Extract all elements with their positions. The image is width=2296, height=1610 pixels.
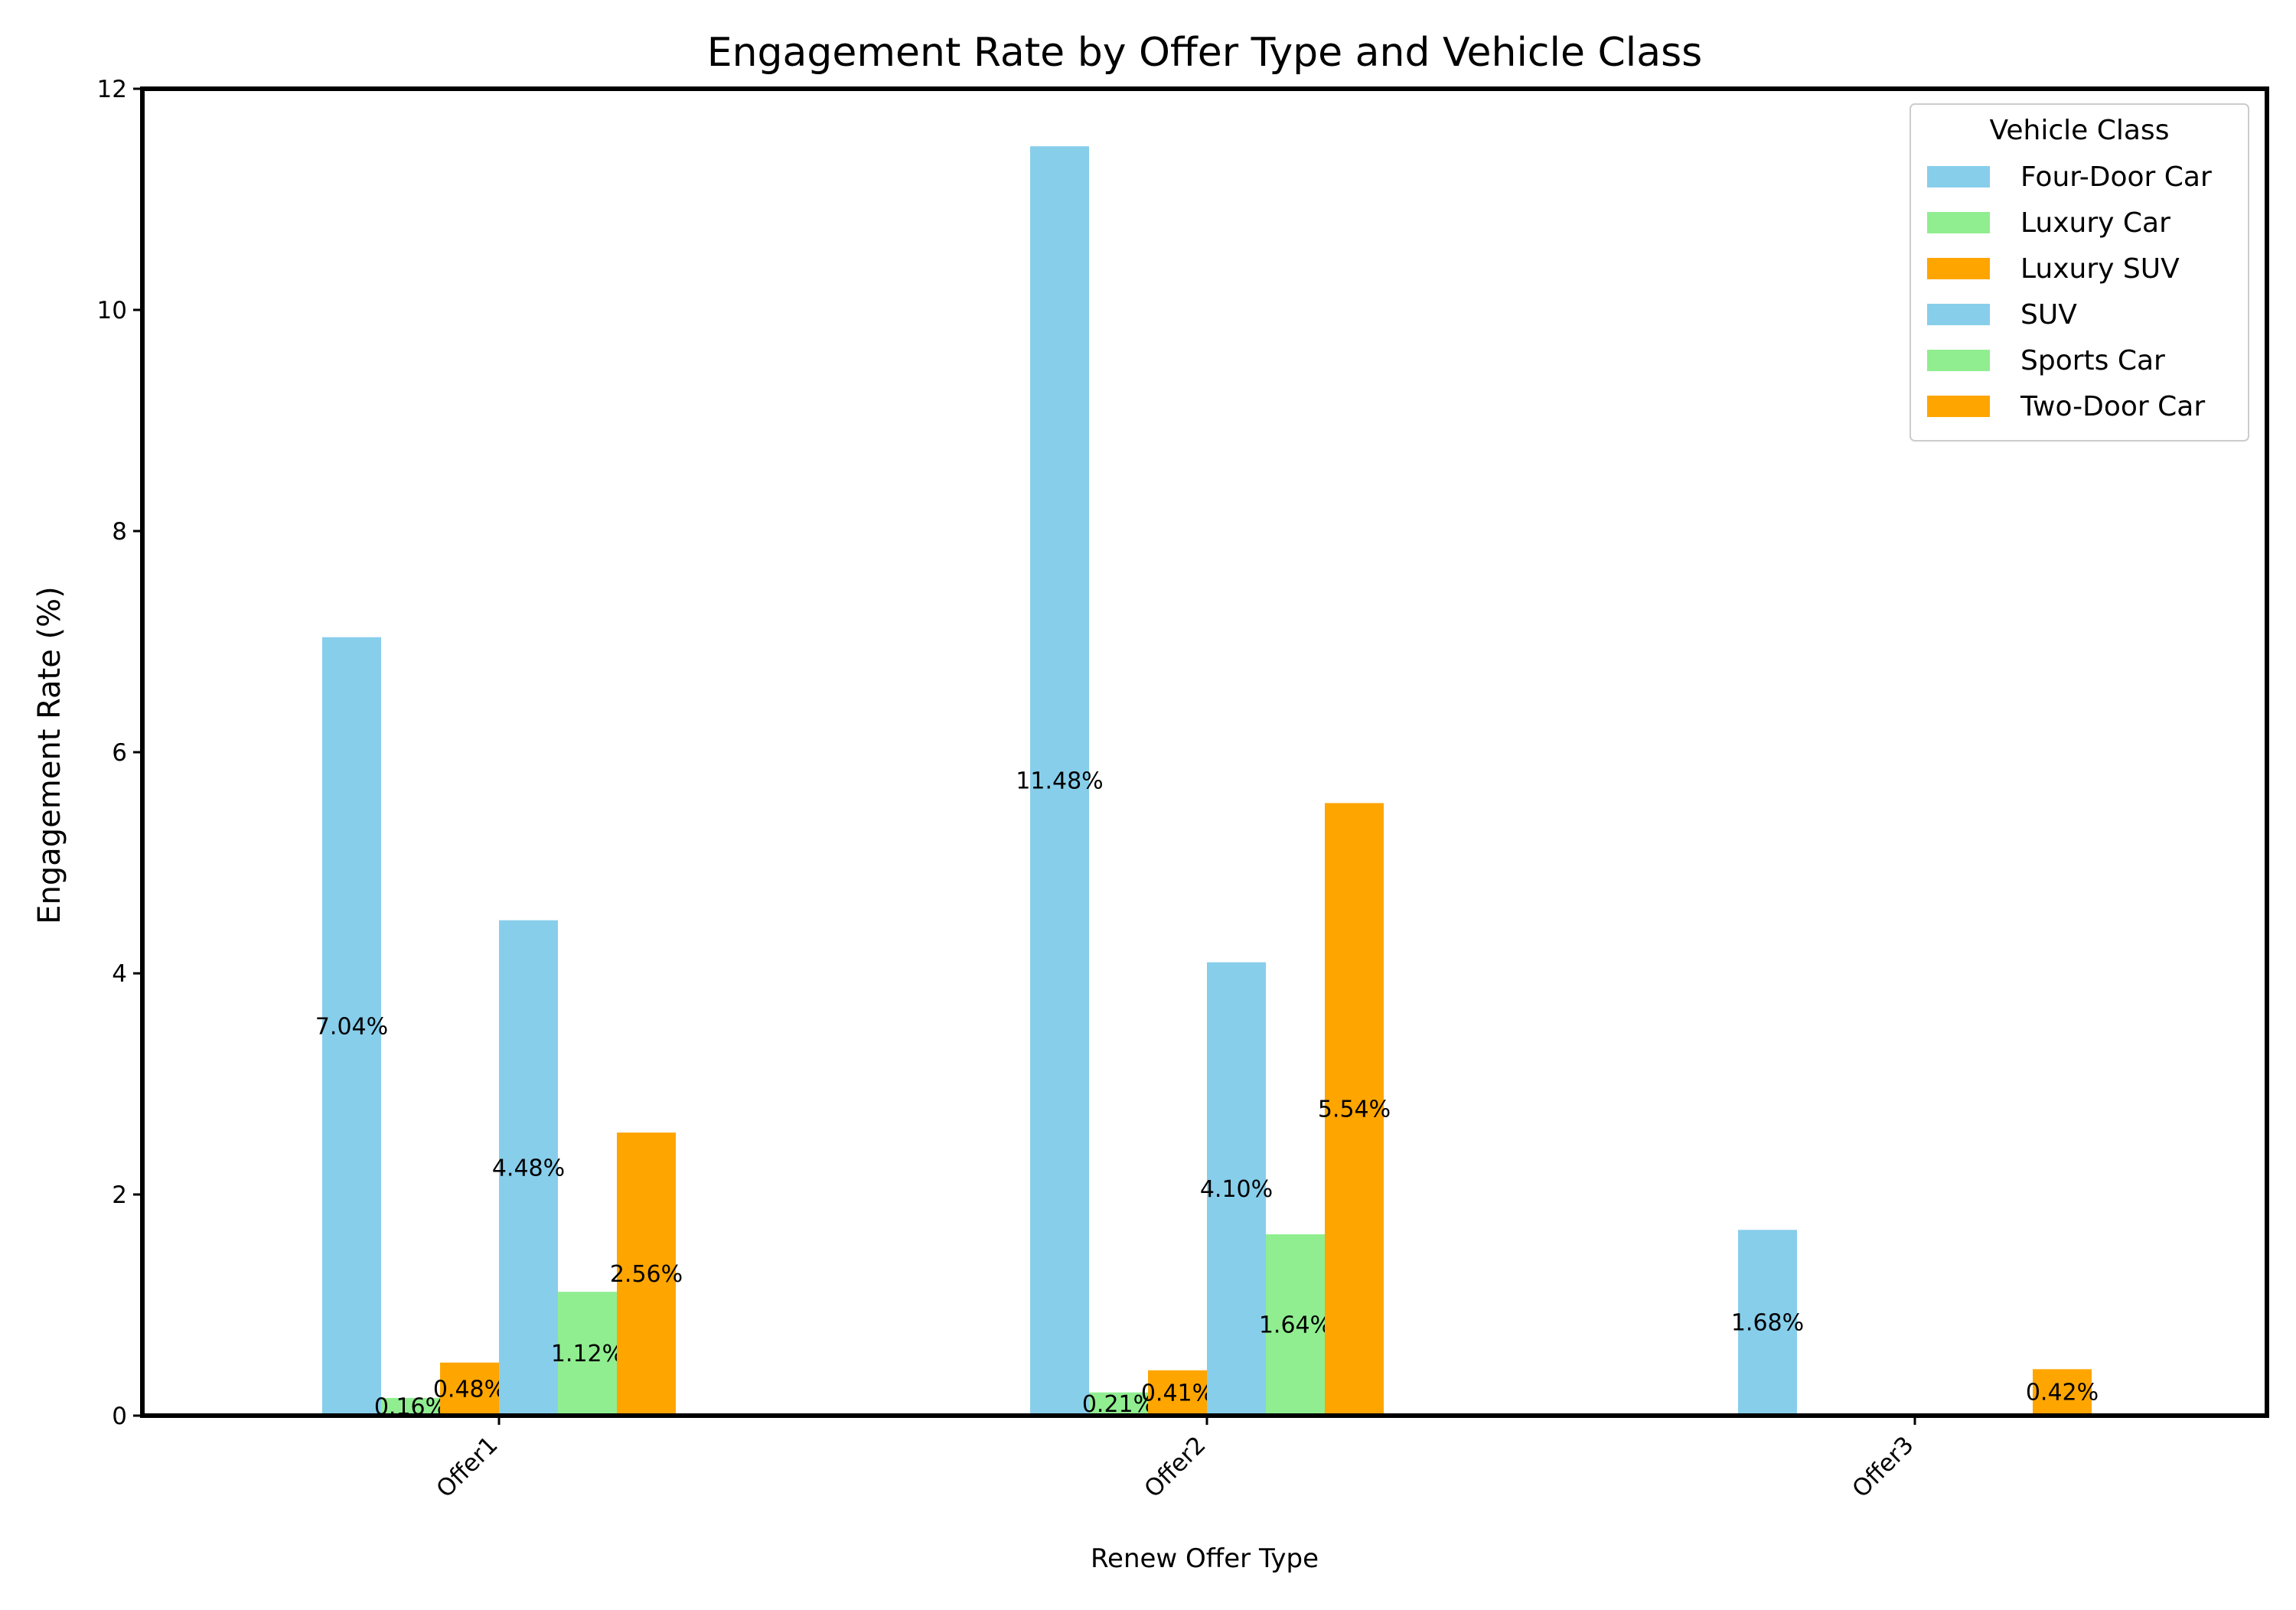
- bar-four-door-car-offer2: [1030, 146, 1089, 1416]
- bar-two-door-car-offer2: [1325, 803, 1384, 1416]
- legend-entry: SUV: [2020, 299, 2077, 331]
- legend-swatch: [1927, 258, 1990, 279]
- data-label: 0.21%: [1082, 1391, 1155, 1418]
- y-tick-label: 2: [112, 1181, 127, 1209]
- legend-title: Vehicle Class: [1990, 115, 2170, 146]
- data-label: 11.48%: [1016, 768, 1103, 795]
- bar-four-door-car-offer3: [1738, 1230, 1797, 1416]
- legend: Vehicle Class Four-Door Car Luxury Car Lux…: [1910, 103, 2249, 442]
- plot-area: 0246810127.04%0.16%0.48%4.48%1.12%2.56%O…: [97, 76, 2269, 1503]
- data-label: 0.41%: [1141, 1380, 1214, 1406]
- data-label: 4.10%: [1200, 1176, 1273, 1203]
- y-tick-label: 12: [97, 76, 127, 103]
- y-axis-label: Engagement Rate (%): [32, 586, 67, 924]
- y-tick-label: 10: [97, 297, 127, 324]
- y-tick-label: 6: [112, 739, 127, 767]
- bar-sports-car-offer2: [1266, 1234, 1325, 1416]
- data-label: 0.42%: [2026, 1380, 2099, 1406]
- legend-swatch: [1927, 212, 1990, 233]
- x-axis-label: Renew Offer Type: [1091, 1543, 1319, 1574]
- legend-entry: Luxury Car: [2020, 207, 2170, 239]
- legend-swatch: [1927, 304, 1990, 325]
- bar-luxury-car-offer2: [1089, 1392, 1148, 1416]
- data-label: 1.68%: [1731, 1310, 1804, 1337]
- bar-luxury-car-offer1: [381, 1397, 440, 1416]
- plot-frame: [140, 86, 2269, 1418]
- legend-entry: Luxury SUV: [2020, 253, 2180, 285]
- y-tick-label: 0: [112, 1403, 127, 1430]
- data-label: 1.64%: [1259, 1312, 1332, 1339]
- bar-two-door-car-offer1: [617, 1133, 676, 1416]
- y-tick-label: 4: [112, 960, 127, 988]
- data-label: 1.12%: [551, 1341, 624, 1367]
- data-label: 2.56%: [610, 1261, 683, 1288]
- data-label: 7.04%: [315, 1013, 388, 1040]
- y-tick-label: 8: [112, 518, 127, 546]
- data-label: 5.54%: [1318, 1097, 1391, 1123]
- bar-two-door-car-offer3: [2033, 1369, 2092, 1416]
- bar-sports-car-offer1: [558, 1292, 617, 1416]
- bar-luxury-suv-offer1: [440, 1362, 499, 1416]
- data-label: 0.48%: [433, 1376, 506, 1403]
- data-label: 4.48%: [492, 1155, 565, 1181]
- bar-suv-offer2: [1207, 962, 1266, 1416]
- legend-entry: Sports Car: [2020, 345, 2165, 376]
- legend-swatch: [1927, 166, 1990, 187]
- legend-swatch: [1927, 350, 1990, 371]
- bar-suv-offer1: [499, 920, 558, 1416]
- legend-box: [1910, 103, 2249, 442]
- legend-entry: Two-Door Car: [2020, 391, 2205, 422]
- legend-swatch: [1927, 396, 1990, 417]
- chart-title: Engagement Rate by Offer Type and Vehicl…: [707, 30, 1703, 76]
- bar-four-door-car-offer1: [322, 637, 381, 1416]
- legend-items: Four-Door Car Luxury Car Luxury SUV SUV Spor…: [1927, 161, 2212, 422]
- bar-luxury-suv-offer2: [1148, 1370, 1207, 1416]
- legend-entry: Four-Door Car: [2020, 161, 2212, 193]
